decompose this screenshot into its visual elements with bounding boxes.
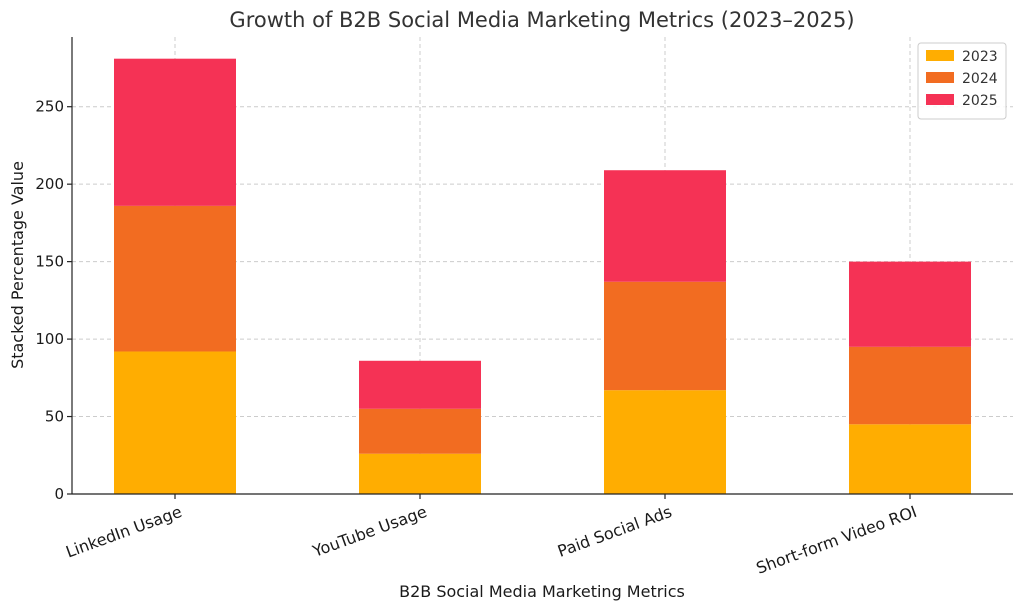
x-ticks: LinkedIn Usage YouTube Usage Paid Social A… bbox=[63, 494, 919, 578]
y-tick-label: 50 bbox=[45, 408, 64, 426]
bar-segment-2023 bbox=[604, 390, 726, 494]
bar-segment-2023 bbox=[359, 453, 481, 494]
bar-segment-2024 bbox=[114, 205, 236, 352]
bar-segment-2023 bbox=[849, 424, 971, 494]
legend-label-2024: 2024 bbox=[962, 71, 998, 87]
y-tick-label: 200 bbox=[35, 175, 64, 193]
bar-segment-2025 bbox=[359, 360, 481, 409]
chart-title: Growth of B2B Social Media Marketing Met… bbox=[229, 8, 854, 32]
bar-segment-2024 bbox=[359, 408, 481, 454]
axes bbox=[71, 37, 1013, 495]
legend: 2023 2024 2025 bbox=[917, 42, 1007, 120]
bar-segment-2023 bbox=[114, 351, 236, 494]
legend-swatch-2025 bbox=[926, 94, 954, 105]
legend-label-2023: 2023 bbox=[962, 49, 998, 65]
y-ticks: 0 50 100 150 200 250 bbox=[35, 98, 72, 503]
bars bbox=[114, 58, 971, 494]
x-tick-label: Short-form Video ROI bbox=[754, 502, 920, 578]
y-axis-label: Stacked Percentage Value bbox=[8, 161, 27, 369]
legend-swatch-2023 bbox=[926, 50, 954, 61]
y-tick-label: 150 bbox=[35, 253, 64, 271]
bar-segment-2024 bbox=[849, 346, 971, 425]
y-tick-label: 250 bbox=[35, 98, 64, 116]
bar-segment-2025 bbox=[114, 58, 236, 206]
legend-swatch-2024 bbox=[926, 72, 954, 83]
legend-label-2025: 2025 bbox=[962, 93, 998, 109]
x-tick-label: Paid Social Ads bbox=[555, 502, 674, 561]
x-tick-label: YouTube Usage bbox=[309, 502, 429, 561]
bar-segment-2025 bbox=[604, 170, 726, 282]
bar-segment-2024 bbox=[604, 281, 726, 391]
bar-segment-2025 bbox=[849, 261, 971, 347]
y-tick-label: 100 bbox=[35, 330, 64, 348]
x-axis-label: B2B Social Media Marketing Metrics bbox=[399, 582, 685, 601]
y-tick-label: 0 bbox=[54, 485, 64, 503]
x-tick-label: LinkedIn Usage bbox=[63, 502, 184, 562]
